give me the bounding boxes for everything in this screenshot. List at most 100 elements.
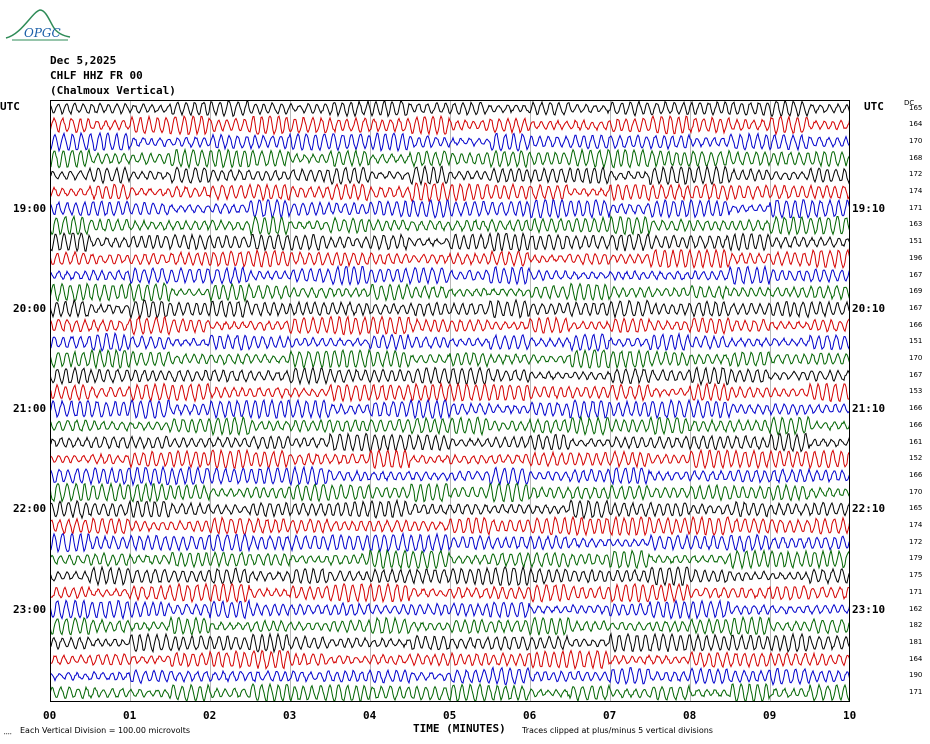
- x-tick-label: 03: [283, 709, 297, 722]
- x-tick-label: 10: [843, 709, 857, 722]
- dc-value: 151: [909, 337, 923, 346]
- x-tick-label: 04: [363, 709, 377, 722]
- dc-value: 153: [909, 387, 923, 396]
- seismic-trace: [50, 147, 850, 170]
- seismic-trace: [50, 515, 850, 537]
- seismic-trace: [50, 415, 850, 437]
- seismic-trace: [50, 398, 850, 420]
- dc-value: 166: [909, 320, 923, 329]
- seismic-trace: [50, 665, 850, 687]
- dc-value: 174: [909, 187, 923, 195]
- seismic-trace: [50, 282, 850, 303]
- dc-value: 196: [909, 253, 923, 262]
- dc-value: 166: [909, 404, 923, 413]
- dc-value: 170: [909, 354, 923, 362]
- dc-value: 190: [909, 671, 923, 680]
- seismic-trace: [50, 448, 850, 470]
- scale-note: Each Vertical Division = 100.00 microvol…: [20, 726, 191, 735]
- seismic-trace: [50, 100, 850, 118]
- seismic-trace: [50, 582, 850, 604]
- dc-value: 165: [909, 504, 923, 513]
- seismic-trace: [50, 314, 850, 336]
- dc-value: 182: [909, 621, 923, 630]
- dc-value: 167: [909, 303, 923, 312]
- hour-label-right: 20:10: [852, 301, 886, 315]
- seismic-trace: [50, 548, 850, 571]
- seismic-trace: [50, 381, 850, 403]
- dc-value: 172: [909, 170, 923, 179]
- dc-value: 167: [909, 370, 923, 379]
- seismogram-plot: [50, 100, 850, 702]
- dc-value: 175: [909, 571, 923, 580]
- hour-label-left: 23:00: [13, 602, 47, 616]
- seismic-trace: [50, 615, 850, 637]
- dc-value: 162: [909, 604, 923, 613]
- dc-value: 161: [909, 437, 923, 446]
- hour-label-right: 19:10: [852, 201, 886, 215]
- seismic-trace: [50, 264, 850, 287]
- seismic-trace: [50, 431, 850, 453]
- dc-value: 171: [909, 587, 923, 596]
- hour-label-right: 23:10: [852, 602, 886, 616]
- x-tick-label: 09: [763, 709, 777, 722]
- hour-label-left: 19:00: [13, 201, 47, 215]
- dc-value: 170: [909, 136, 923, 145]
- dc-value: 168: [909, 153, 923, 162]
- x-axis-title: TIME (MINUTES): [413, 722, 506, 735]
- dc-value: 151: [909, 237, 923, 246]
- seismic-trace: [50, 498, 850, 520]
- right-utc-label: UTC: [864, 100, 884, 113]
- dc-value: 163: [909, 220, 923, 229]
- seismic-trace: [50, 481, 850, 504]
- seismic-trace: [50, 565, 850, 587]
- seismic-trace: [50, 632, 850, 654]
- seismic-trace: [50, 164, 850, 187]
- x-tick-label: 05: [443, 709, 457, 722]
- logo-text: OPGC: [24, 26, 61, 40]
- hour-label-left: 22:00: [13, 502, 47, 516]
- x-tick-label: 07: [603, 709, 617, 722]
- dc-header: DC: [904, 99, 915, 107]
- hour-label-left: 20:00: [13, 301, 47, 315]
- x-tick-label: 02: [203, 709, 217, 722]
- left-utc-label: UTC: [0, 100, 20, 113]
- hour-label-right: 22:10: [852, 502, 886, 516]
- dc-value: 166: [909, 420, 923, 429]
- opgc-logo: [5, 9, 71, 41]
- seismic-trace: [50, 181, 850, 203]
- hour-label-right: 21:10: [852, 402, 886, 416]
- seismic-trace: [50, 465, 850, 487]
- seismic-trace: [50, 682, 850, 702]
- x-tick-label: 01: [123, 709, 137, 722]
- dc-value: 169: [909, 287, 923, 296]
- record-date: Dec 5,2025: [50, 54, 117, 67]
- seismic-trace: [50, 532, 850, 554]
- seismic-trace: [50, 198, 850, 220]
- seismic-trace: [50, 131, 850, 153]
- dc-value: 181: [909, 637, 923, 646]
- seismic-trace: [50, 348, 850, 370]
- station-code: CHLF HHZ FR 00: [50, 69, 143, 82]
- hour-label-left: 21:00: [13, 402, 47, 416]
- seismic-trace: [50, 366, 850, 387]
- dc-value: 171: [909, 688, 923, 696]
- dc-value: 179: [909, 554, 923, 563]
- dc-value: 164: [909, 654, 923, 663]
- dc-value: 174: [909, 521, 923, 529]
- seismic-trace: [50, 649, 850, 671]
- footer-mark: ᠁: [2, 730, 12, 739]
- x-tick-label: 00: [43, 709, 57, 722]
- x-tick-label: 06: [523, 709, 537, 722]
- dc-value: 171: [909, 203, 923, 212]
- seismic-trace: [50, 248, 850, 270]
- seismic-trace: [50, 114, 850, 137]
- station-site: (Chalmoux Vertical): [50, 84, 176, 97]
- seismic-trace: [50, 214, 850, 237]
- dc-value: 165: [909, 103, 923, 112]
- seismic-trace: [50, 331, 850, 353]
- clip-note: Traces clipped at plus/minus 5 vertical …: [522, 726, 713, 735]
- seismic-trace: [50, 298, 850, 320]
- dc-value: 152: [909, 454, 923, 463]
- seismic-trace: [50, 231, 850, 253]
- dc-value: 170: [909, 487, 923, 496]
